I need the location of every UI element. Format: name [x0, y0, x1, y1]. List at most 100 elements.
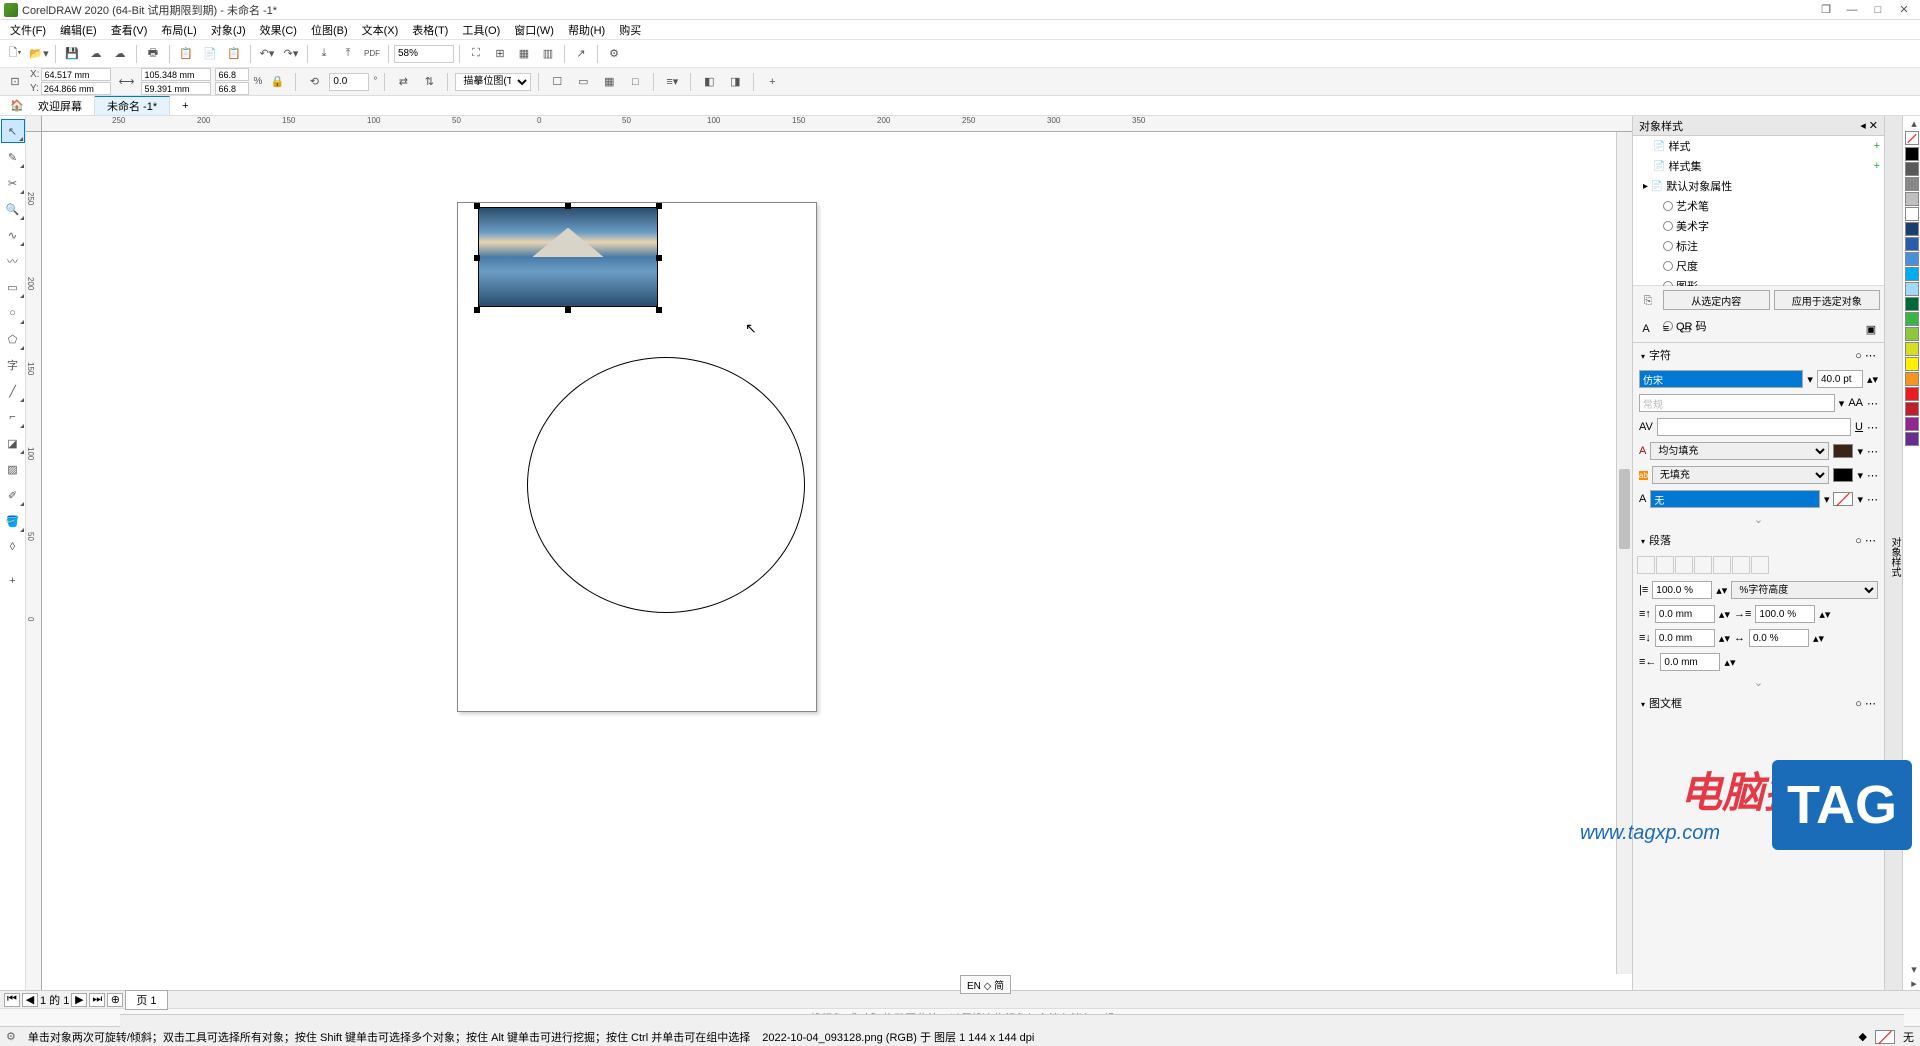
undo-icon[interactable]: ↶▾ [256, 43, 278, 65]
palette-color-14[interactable] [1905, 357, 1919, 371]
frame-tab-icon[interactable]: ▭ [1677, 320, 1695, 338]
palette-color-15[interactable] [1905, 372, 1919, 386]
parallel-dim-tool[interactable]: ╱ [1, 379, 25, 403]
character-section-header[interactable]: ▾字符○ ⋯ [1633, 343, 1884, 367]
menu-layout[interactable]: 布局(L) [155, 20, 202, 40]
kerning-icon[interactable]: AV [1639, 421, 1653, 433]
palette-color-11[interactable] [1905, 312, 1919, 326]
font-style-input[interactable] [1639, 394, 1835, 412]
expand-toolbox[interactable]: + [1, 569, 25, 593]
y-input[interactable] [41, 82, 111, 95]
menu-object[interactable]: 对象(J) [205, 20, 252, 40]
status-gear-icon[interactable]: ⚙ [6, 1030, 16, 1043]
vertical-scrollbar[interactable] [1616, 132, 1632, 974]
height-input[interactable] [141, 82, 211, 95]
language-indicator[interactable]: EN ◇ 简 [960, 975, 1011, 994]
status-fill-swatch[interactable] [1875, 1030, 1895, 1044]
after-para-icon[interactable]: ≡↓ [1639, 632, 1651, 644]
palette-up-icon[interactable]: ▴ [1903, 116, 1920, 130]
page-tab-1[interactable]: 页 1 [125, 990, 167, 1010]
menu-window[interactable]: 窗口(W) [508, 20, 560, 40]
outline-width-input[interactable] [1650, 490, 1820, 508]
before-para-input[interactable] [1655, 605, 1715, 623]
bitmap-mask-icon[interactable]: ▦ [598, 71, 620, 93]
menu-file[interactable]: 文件(F) [4, 20, 52, 40]
page-next-icon[interactable]: ▶ [71, 993, 87, 1007]
menu-buy[interactable]: 购买 [613, 20, 647, 40]
page-prev-icon[interactable]: ◀ [22, 993, 38, 1007]
handle-se[interactable] [656, 307, 662, 313]
order-front-icon[interactable]: ◧ [698, 71, 720, 93]
new-doc-icon[interactable]: 🗋▾ [4, 43, 26, 65]
menu-help[interactable]: 帮助(H) [562, 20, 611, 40]
guides-icon[interactable]: ▥ [537, 43, 559, 65]
handle-sw[interactable] [474, 307, 480, 313]
palette-menu-icon[interactable]: ▸ [1903, 976, 1920, 990]
para-tab-icon[interactable]: ≡ [1657, 320, 1675, 338]
bg-color-swatch[interactable] [1833, 468, 1853, 482]
clipboard-icon[interactable]: 📋 [223, 43, 245, 65]
mirror-h-icon[interactable]: ⇄ [392, 71, 414, 93]
palette-color-3[interactable] [1905, 192, 1919, 206]
text-tool[interactable]: 字 [1, 353, 25, 377]
pdf-icon[interactable]: PDF [361, 43, 383, 65]
add-btn-icon[interactable]: + [761, 71, 783, 93]
maximize-icon[interactable]: □ [1866, 2, 1890, 18]
eyedropper-tool[interactable]: ✐ [1, 483, 25, 507]
palette-color-7[interactable] [1905, 252, 1919, 266]
font-size-input[interactable] [1817, 370, 1863, 388]
page-last-icon[interactable]: ⏭ [89, 993, 105, 1007]
handle-e[interactable] [656, 255, 662, 261]
align-force-icon[interactable] [1732, 556, 1750, 574]
palette-color-17[interactable] [1905, 402, 1919, 416]
home-icon[interactable]: 🏠 [6, 95, 28, 117]
bg-fill-icon[interactable]: ab [1639, 471, 1648, 480]
transparency-tool[interactable]: ▨ [1, 457, 25, 481]
tree-style[interactable]: 📄样式+ [1633, 136, 1884, 156]
spacing-unit-select[interactable]: %字符高度 [1731, 581, 1878, 599]
horizontal-ruler[interactable]: 250 200 150 100 50 0 50 100 150 200 250 … [42, 116, 1632, 132]
after-para-input[interactable] [1655, 629, 1715, 647]
object-styles-header[interactable]: 对象样式 ◂ ✕ [1633, 116, 1884, 136]
tree-attr-3[interactable]: 尺度 [1633, 256, 1884, 276]
handle-s[interactable] [565, 307, 571, 313]
palette-color-16[interactable] [1905, 387, 1919, 401]
kerning-input[interactable] [1657, 418, 1851, 436]
connector-tool[interactable]: ⌐ [1, 405, 25, 429]
menu-effects[interactable]: 效果(C) [254, 20, 303, 40]
close-icon[interactable]: ✕ [1892, 2, 1916, 18]
handle-w[interactable] [474, 255, 480, 261]
palette-color-9[interactable] [1905, 282, 1919, 296]
palette-color-2[interactable] [1905, 177, 1919, 191]
align-right-icon[interactable] [1694, 556, 1712, 574]
horizontal-scrollbar[interactable] [120, 1014, 1904, 1030]
paragraph-section-header[interactable]: ▾段落○ ⋯ [1633, 528, 1884, 552]
restore-down-icon[interactable]: ❐ [1814, 2, 1838, 18]
zoom-input[interactable] [394, 45, 454, 63]
font-family-input[interactable] [1639, 370, 1803, 388]
palette-color-5[interactable] [1905, 222, 1919, 236]
fill-tool[interactable]: 🪣 [1, 509, 25, 533]
from-selection-button[interactable]: 从选定内容 [1663, 290, 1770, 310]
straighten-icon[interactable]: □ [624, 71, 646, 93]
open-icon[interactable]: 📂▾ [28, 43, 50, 65]
status-fill-icon[interactable]: ◆ [1859, 1030, 1867, 1043]
import-icon[interactable]: ⤓ [313, 43, 335, 65]
tree-default-attrs[interactable]: ▸ 📄默认对象属性 [1633, 176, 1884, 196]
launch-icon[interactable]: ↗ [570, 43, 592, 65]
menu-table[interactable]: 表格(T) [406, 20, 454, 40]
pick-tool[interactable]: ↖ [1, 119, 25, 143]
align-center-icon[interactable] [1675, 556, 1693, 574]
palette-color-10[interactable] [1905, 297, 1919, 311]
freehand-tool[interactable]: ∿ [1, 223, 25, 247]
char-tab-icon[interactable]: A [1637, 320, 1655, 338]
palette-color-13[interactable] [1905, 342, 1919, 356]
bg-fill-select[interactable]: 无填充 [1652, 466, 1830, 484]
page-first-icon[interactable]: ⏮ [4, 993, 20, 1007]
lock-ratio-icon[interactable]: 🔒 [266, 71, 288, 93]
fill-color-swatch[interactable] [1833, 444, 1853, 458]
apply-to-selection-button[interactable]: 应用于选定对象 [1774, 290, 1881, 310]
handle-nw[interactable] [474, 203, 480, 209]
x-input[interactable] [41, 68, 111, 81]
tree-styleset[interactable]: 📄样式集+ [1633, 156, 1884, 176]
